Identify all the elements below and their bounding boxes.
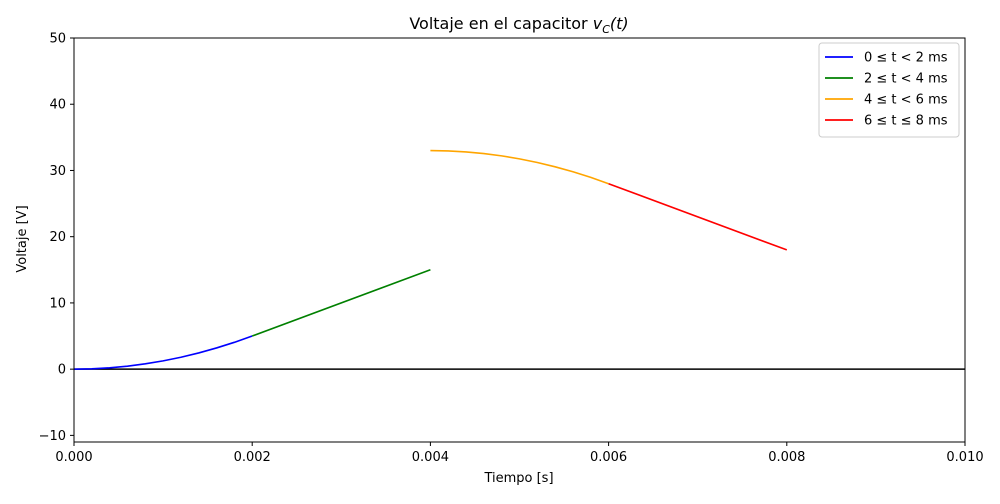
series-line-2 [251, 269, 431, 337]
y-tick-label: 0 [58, 363, 66, 378]
y-tick-label: 10 [49, 296, 66, 311]
series-line-3 [430, 149, 609, 185]
chart-title: Voltaje en el capacitor vC(t) [409, 14, 628, 36]
ticks-layer: 0.000 0.002 0.004 0.006 0.008 0.010 −10 0 10 20 30… [39, 32, 984, 466]
x-tick-label: 0.000 [55, 450, 92, 465]
legend-label-2: 2 ≤ t < 4 ms [864, 72, 948, 87]
legend-box [818, 42, 960, 138]
series-line-4 [608, 182, 788, 251]
x-tick-label: 0.010 [946, 450, 983, 465]
legend-label-4: 6 ≤ t ≤ 8 ms [864, 114, 948, 129]
y-axis-label: Voltaje [V] [15, 205, 30, 272]
legend-label-3: 4 ≤ t < 6 ms [864, 93, 948, 108]
plot-layer [73, 37, 966, 443]
x-tick-label: 0.002 [234, 450, 271, 465]
series-line-1 [73, 335, 253, 370]
x-tick-label: 0.008 [768, 450, 805, 465]
plot-frame [73, 37, 966, 443]
y-tick-label: 50 [49, 32, 66, 47]
y-tick-label: −10 [39, 429, 66, 444]
y-tick-label: 40 [49, 98, 66, 113]
x-axis-label: Tiempo [s] [483, 471, 553, 486]
legend-label-1: 0 ≤ t < 2 ms [864, 51, 948, 66]
y-tick-label: 20 [49, 230, 66, 245]
x-tick-label: 0.006 [590, 450, 627, 465]
legend: 0 ≤ t < 2 ms 2 ≤ t < 4 ms 4 ≤ t < 6 ms 6 ≤ … [818, 42, 960, 138]
x-tick-label: 0.004 [412, 450, 449, 465]
y-tick-label: 30 [49, 164, 66, 179]
